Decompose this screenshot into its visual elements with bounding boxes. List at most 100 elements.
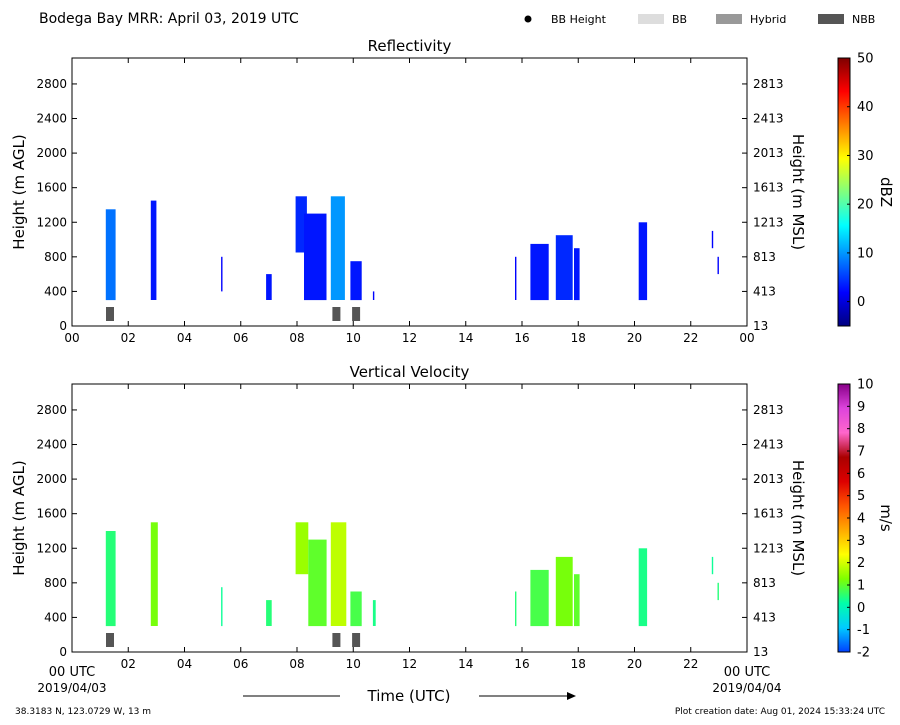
end-date-label: 2019/04/04 [712,681,781,695]
legend-label: Hybrid [750,13,786,26]
y-tick-label-right: 413 [753,610,776,624]
echo-cell [295,196,307,253]
echo-cell [295,522,309,575]
echo-cell [515,591,517,627]
legend-label: BB [672,13,687,26]
creation-date-text: Plot creation date: Aug 01, 2024 15:33:2… [675,707,885,717]
echo-cell [105,531,116,627]
x-tick-label: 02 [121,331,136,345]
y-tick-label: 2800 [36,77,67,91]
y-axis-label: Height (m AGL) [10,134,28,249]
colorbar-tick-label: 0 [857,601,865,616]
echo-cell [150,200,157,300]
x-tick-label: 04 [177,331,192,345]
colorbar-tick-label: -2 [857,646,870,661]
colorbar-tick-label: 4 [857,512,865,527]
y-tick-label-right: 413 [753,284,776,298]
colorbar-tick-label: -1 [857,623,870,638]
y-tick-label-right: 813 [753,250,776,264]
y-tick-label: 2000 [36,472,67,486]
x-tick-label: 08 [289,331,304,345]
x-tick-label: 16 [514,657,529,671]
x-tick-label: 04 [177,657,192,671]
colorbar-label: m/s [877,504,895,532]
x-tick-label: 12 [402,331,417,345]
nbb-marker [352,307,361,321]
echo-cell [105,209,116,301]
x-tick-label: 14 [458,331,473,345]
y-tick-label-right: 2013 [753,146,784,160]
echo-cell [638,548,648,627]
echo-cell [372,600,376,626]
y-tick-label: 1200 [36,541,67,555]
echo-cell [221,587,223,627]
echo-cell [530,243,549,301]
panel-title: Reflectivity [368,37,452,55]
y-tick-label: 2000 [36,146,67,160]
colorbar-tick-label: 3 [857,534,865,549]
colorbar-tick-label: 6 [857,467,865,482]
y-tick-label: 1600 [36,507,67,521]
y-tick-label-right: 2413 [753,438,784,452]
legend-bb-swatch [638,14,664,24]
x-tick-label: 18 [571,657,586,671]
y-tick-label: 400 [44,610,67,624]
echo-cell [711,230,714,249]
echo-cell [304,213,327,301]
y-tick-label-right: 1613 [753,181,784,195]
y-tick-label: 2800 [36,403,67,417]
colorbar-tick-label: 50 [857,52,874,67]
colorbar-tick-label: 2 [857,556,865,571]
y-tick-label: 1600 [36,181,67,195]
colorbar-tick-label: 30 [857,149,874,164]
x-tick-label: 16 [514,331,529,345]
x-tick-label: 08 [289,657,304,671]
echo-cell [350,591,362,627]
x-tick-label: 00 [739,331,754,345]
y-tick-label: 0 [59,319,67,333]
colorbar-tick-label: 9 [857,400,865,415]
colorbar-tick-label: 10 [857,378,874,393]
y-tick-label-right: 813 [753,576,776,590]
location-text: 38.3183 N, 123.0729 W, 13 m [15,707,151,717]
nbb-marker [106,633,114,647]
legend-bb-height-marker [524,15,532,23]
x-tick-label: 10 [346,657,361,671]
y-tick-label: 800 [44,576,67,590]
x-tick-label: 22 [683,331,698,345]
figure-title: Bodega Bay MRR: April 03, 2019 UTC [39,11,299,27]
nbb-marker [332,307,341,321]
x-tick-label: 10 [346,331,361,345]
echo-cell [555,556,573,627]
echo-cell [372,291,375,300]
colorbar [837,57,851,327]
y-tick-label: 1200 [36,215,67,229]
echo-cell [711,556,714,575]
colorbar-tick-label: 8 [857,422,865,437]
y-tick-label-right: 2013 [753,472,784,486]
echo-cell [221,256,223,292]
nbb-marker [332,633,341,647]
echo-cell [574,248,580,301]
echo-cell [266,274,272,300]
x-tick-label: 20 [627,331,642,345]
colorbar-tick-label: 0 [857,295,865,310]
echo-cell [717,582,719,601]
x-tick-label: 00 [64,331,79,345]
x-tick-label: 06 [233,657,248,671]
legend-hybrid-swatch [716,14,742,24]
y-tick-label-right: 13 [753,645,768,659]
x-tick-label: 18 [571,331,586,345]
y-tick-label-right: 1213 [753,541,784,555]
colorbar-label: dBZ [877,177,895,207]
x-tick-label: 22 [683,657,698,671]
y-axis-label-right: Height (m MSL) [789,134,807,250]
x-tick-label: 12 [402,657,417,671]
y-tick-label-right: 13 [753,319,768,333]
end-time-label: 00 UTC [724,665,770,680]
y-tick-label: 800 [44,250,67,264]
echo-cell [330,522,347,626]
y-tick-label: 400 [44,284,67,298]
